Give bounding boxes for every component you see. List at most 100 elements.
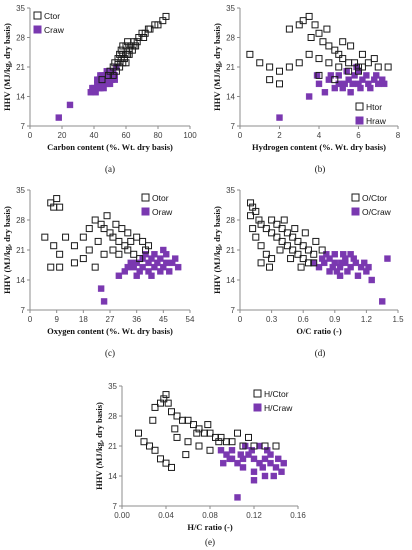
y-tick-label: 7 <box>231 306 236 315</box>
torrefied-data-point <box>310 259 318 267</box>
raw-data-point <box>270 472 277 480</box>
raw-data-point <box>166 268 173 275</box>
x-tick-label: 45 <box>159 315 168 324</box>
torrefied-data-point <box>355 63 362 71</box>
torrefied-data-point <box>157 455 164 463</box>
torrefied-data-point <box>116 50 124 58</box>
raw-data-point <box>219 459 227 467</box>
torrefied-data-point <box>256 59 264 67</box>
raw-data-point <box>373 72 380 79</box>
torrefied-data-point <box>149 416 157 424</box>
torrefied-data-point <box>266 63 274 71</box>
raw-data-point <box>365 263 372 271</box>
raw-data-point <box>256 459 263 467</box>
torrefied-data-point <box>118 225 126 233</box>
y-tick-label: 28 <box>16 216 25 225</box>
torrefied-data-point <box>268 216 276 224</box>
torrefied-data-point <box>136 255 144 263</box>
torrefied-data-point <box>168 408 175 416</box>
torrefied-data-point <box>217 433 225 441</box>
legend-marker <box>351 207 360 216</box>
legend-label: Otor <box>152 193 169 203</box>
torrefied-data-point <box>295 59 303 67</box>
x-tick-label: 0.9 <box>329 315 341 324</box>
torrefied-data-point <box>339 38 347 46</box>
torrefied-data-point <box>47 263 55 271</box>
x-tick-label: 4 <box>317 131 322 140</box>
x-tick-label: 0 <box>238 315 243 324</box>
torrefied-data-point <box>70 242 78 250</box>
torrefied-data-point <box>287 255 295 263</box>
torrefied-data-point <box>252 233 260 241</box>
legend-marker <box>355 116 364 125</box>
raw-data-point <box>343 68 350 75</box>
raw-data-point <box>95 84 103 92</box>
raw-data-point <box>384 255 391 262</box>
raw-data-point <box>250 477 258 484</box>
torrefied-data-point <box>261 442 269 450</box>
torrefied-data-point <box>135 429 142 437</box>
x-axis-title: O/C ratio (-) <box>296 326 341 336</box>
torrefied-data-point <box>318 246 326 254</box>
torrefied-data-point <box>295 21 303 29</box>
torrefied-data-point <box>358 50 366 58</box>
raw-data-point <box>349 80 356 88</box>
legend-label: Craw <box>44 25 65 35</box>
raw-data-point <box>345 76 352 83</box>
x-tick-label: 20 <box>58 131 67 140</box>
torrefied-data-point <box>91 216 99 224</box>
torrefied-data-point <box>319 38 327 46</box>
torrefied-data-point <box>62 233 70 241</box>
raw-data-point <box>359 76 366 83</box>
y-tick-label: 21 <box>108 442 117 451</box>
torrefied-data-point <box>305 12 313 20</box>
torrefied-data-point <box>184 416 192 424</box>
torrefied-data-point <box>120 55 128 63</box>
torrefied-data-point <box>384 63 392 71</box>
torrefied-data-point <box>94 237 102 245</box>
torrefied-data-point <box>215 438 223 446</box>
raw-data-point <box>267 459 274 467</box>
raw-data-point <box>157 268 164 275</box>
raw-data-point <box>133 272 140 279</box>
torrefied-data-point <box>144 25 152 33</box>
torrefied-data-point <box>307 34 315 41</box>
torrefied-data-point <box>299 17 307 25</box>
torrefied-data-point <box>124 229 132 237</box>
torrefied-data-point <box>91 263 99 271</box>
raw-data-point <box>357 84 364 92</box>
raw-data-point <box>111 76 119 83</box>
legend-marker <box>141 193 150 202</box>
x-tick-label: 54 <box>186 315 195 324</box>
raw-data-point <box>174 263 182 271</box>
torrefied-data-point <box>315 71 323 79</box>
x-tick-label: 80 <box>154 131 163 140</box>
x-tick-label: 1.2 <box>361 315 373 324</box>
torrefied-data-point <box>171 425 179 433</box>
torrefied-data-point <box>127 237 135 245</box>
raw-data-point <box>353 63 360 71</box>
torrefied-data-point <box>247 212 255 220</box>
y-tick-label: 21 <box>226 63 235 72</box>
raw-data-point <box>226 455 234 463</box>
raw-data-point <box>124 263 131 271</box>
torrefied-data-point <box>268 255 276 263</box>
torrefied-data-point <box>204 421 212 429</box>
torrefied-data-point <box>100 250 108 258</box>
y-tick-label: 35 <box>226 186 235 195</box>
chart-panel-b: 0 2 4 6 8 7 14 21 28 35 Hydrogen content (%. Wt. d… <box>212 4 401 174</box>
torrefied-data-point <box>255 216 263 224</box>
torrefied-data-point <box>109 71 117 79</box>
legend-marker <box>141 207 150 216</box>
torrefied-data-point <box>276 246 284 254</box>
torrefied-data-point <box>249 225 257 233</box>
raw-data-point <box>223 451 230 458</box>
torrefied-data-point <box>358 63 366 71</box>
legend-label: H/Craw <box>264 403 293 413</box>
torrefied-data-point <box>239 442 247 450</box>
torrefied-data-point <box>195 442 203 450</box>
raw-data-point <box>234 459 241 467</box>
y-tick-label: 7 <box>21 122 26 131</box>
torrefied-data-point <box>162 391 170 399</box>
x-tick-label: 6 <box>356 131 361 140</box>
